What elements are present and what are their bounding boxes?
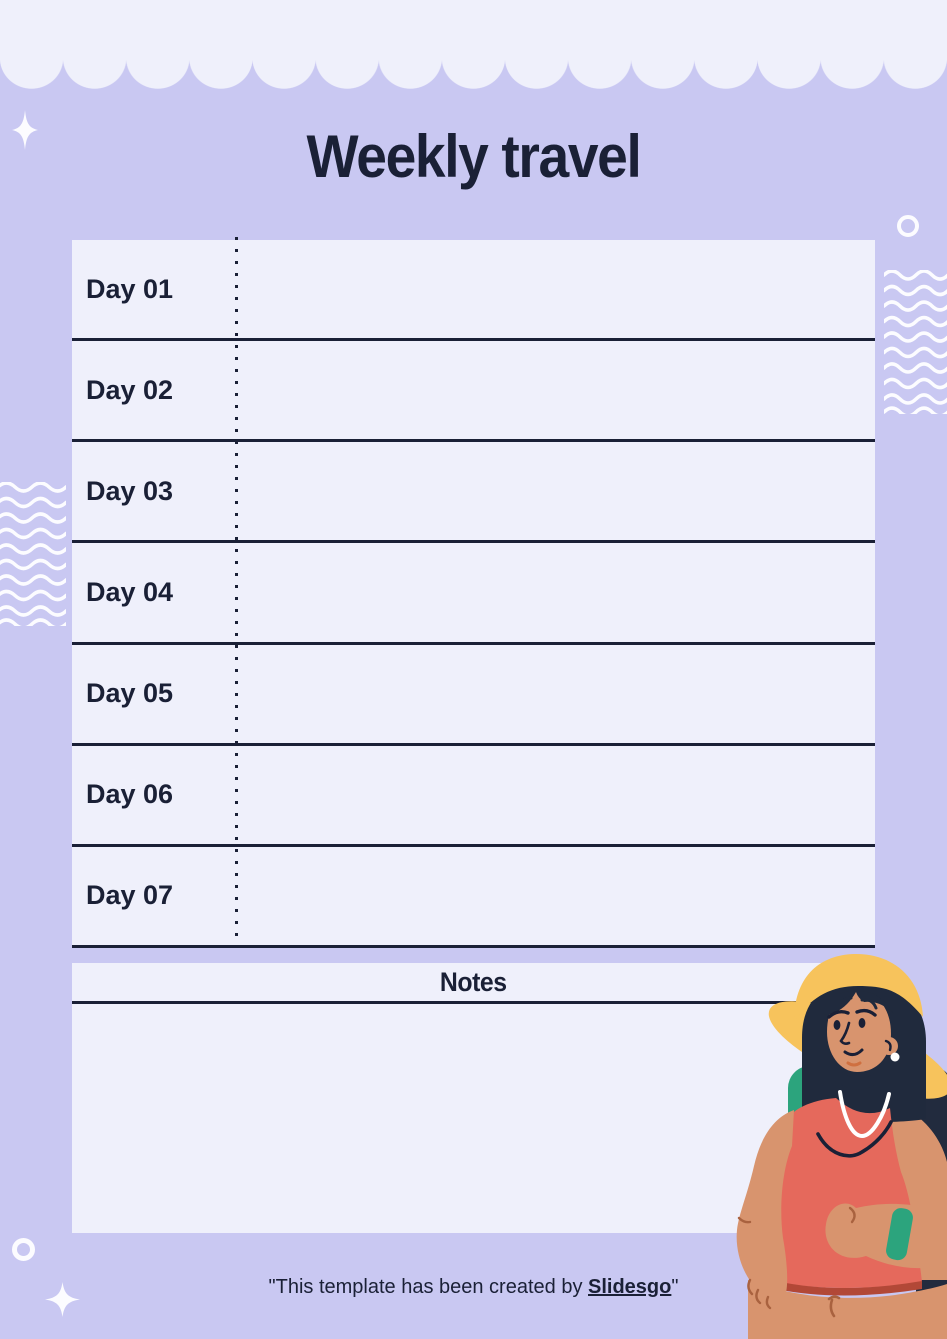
table-row: Day 02 — [72, 341, 875, 443]
day-entry[interactable] — [235, 543, 875, 641]
day-entry[interactable] — [235, 442, 875, 540]
table-row: Day 04 — [72, 543, 875, 645]
day-entry[interactable] — [235, 847, 875, 945]
table-row: Day 01 — [72, 240, 875, 342]
sun-hat-crown — [794, 953, 923, 1022]
wristband — [886, 1208, 913, 1261]
circle-ring-icon — [897, 215, 919, 237]
circle-ring-icon — [12, 1238, 35, 1261]
attribution-suffix: " — [671, 1276, 679, 1298]
day-label: Day 06 — [86, 779, 174, 810]
slidesgo-link[interactable]: Slidesgo — [588, 1276, 672, 1298]
day-label: Day 02 — [86, 374, 174, 405]
scallop-edge — [0, 58, 947, 89]
day-entry[interactable] — [235, 341, 875, 439]
weekly-day-table: Day 01 Day 02 Day 03 Day 04 Day 05 Day 0… — [72, 237, 875, 955]
day-label: Day 05 — [86, 678, 174, 709]
table-row: Day 06 — [72, 746, 875, 847]
wavy-lines-icon — [0, 482, 66, 626]
table-row: Day 05 — [72, 645, 875, 746]
page-title: Weekly travel — [306, 123, 642, 190]
day-label: Day 07 — [86, 880, 174, 911]
wavy-lines-icon — [884, 270, 947, 414]
dotted-column-divider — [235, 237, 238, 955]
navel — [827, 1295, 841, 1318]
notes-label: Notes — [440, 966, 507, 997]
notes-header: Notes — [72, 963, 875, 1004]
belly — [748, 1280, 947, 1339]
sparkle-icon — [12, 110, 38, 150]
sparkle-icon — [45, 1282, 80, 1317]
day-label: Day 04 — [86, 576, 174, 607]
day-entry[interactable] — [235, 746, 875, 844]
table-row: Day 07 — [72, 847, 875, 948]
notes-panel: Notes — [72, 963, 875, 1233]
day-label: Day 01 — [86, 273, 174, 304]
necklace — [816, 1090, 893, 1158]
header-band — [0, 0, 947, 58]
day-entry[interactable] — [235, 645, 875, 743]
left-arm — [736, 1110, 794, 1310]
right-forearm — [825, 1203, 947, 1269]
day-entry[interactable] — [235, 240, 875, 338]
attribution-prefix: "This template has been created by — [268, 1276, 589, 1298]
traveler-illustration — [736, 953, 947, 1339]
table-row: Day 03 — [72, 442, 875, 544]
attribution-text: "This template has been created by Slide… — [0, 1276, 947, 1299]
day-label: Day 03 — [86, 475, 174, 506]
face — [823, 991, 900, 1090]
